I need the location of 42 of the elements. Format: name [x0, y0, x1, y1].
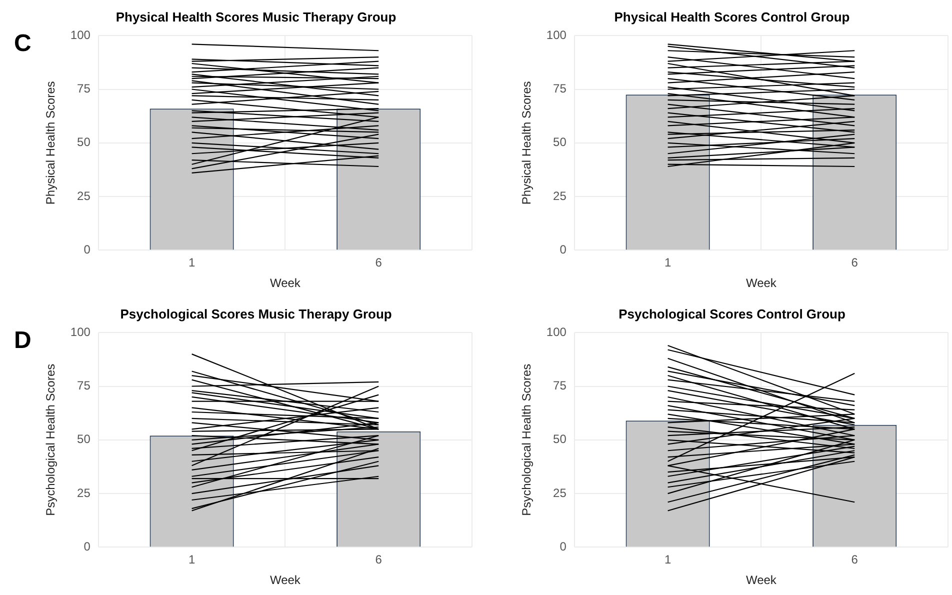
- y-tick-label: 0: [560, 242, 567, 257]
- y-tick-label: 100: [546, 28, 567, 42]
- text: C: [14, 30, 32, 58]
- x-tick-label: 1: [664, 552, 672, 567]
- y-tick-label: 50: [77, 135, 91, 150]
- x-axis-title: Week: [270, 573, 302, 588]
- y-tick-label: 50: [553, 432, 567, 446]
- y-axis-title: Physical Health Scores: [44, 81, 58, 205]
- x-tick-label: 6: [851, 552, 858, 567]
- x-axis-title: Week: [746, 573, 778, 588]
- x-axis-title: Week: [270, 276, 302, 290]
- y-tick-label: 25: [553, 188, 567, 203]
- y-axis-title: Psychological Health Scores: [520, 364, 534, 516]
- y-tick-label: 25: [77, 188, 91, 203]
- y-tick-label: 100: [70, 324, 91, 339]
- y-tick-label: 0: [84, 242, 91, 257]
- y-tick-label: 75: [77, 82, 91, 96]
- y-tick-label: 25: [553, 486, 567, 500]
- y-tick-label: 75: [77, 378, 91, 393]
- y-tick-label: 50: [553, 135, 567, 150]
- chart-title: Physical Health Scores Music Therapy Group: [116, 9, 396, 24]
- x-tick-label: 1: [188, 552, 196, 567]
- y-tick-label: 50: [77, 432, 91, 446]
- y-tick-label: 100: [546, 324, 567, 339]
- x-tick-label: 6: [375, 256, 382, 270]
- y-tick-label: 75: [553, 378, 567, 393]
- x-tick-label: 6: [375, 552, 382, 567]
- y-axis-title: Psychological Health Scores: [44, 364, 58, 516]
- y-tick-label: 100: [70, 28, 91, 42]
- chart-title: Psychological Scores Control Group: [618, 306, 846, 322]
- chart-title: Psychological Scores Music Therapy Group: [120, 306, 392, 322]
- y-tick-label: 25: [77, 486, 91, 500]
- y-tick-label: 75: [553, 82, 567, 96]
- chart-title: Physical Health Scores Control Group: [614, 9, 850, 24]
- y-axis-title: Physical Health Scores: [520, 81, 534, 205]
- y-tick-label: 0: [560, 540, 567, 554]
- x-tick-label: 6: [851, 256, 858, 270]
- y-tick-label: 0: [84, 540, 91, 554]
- x-tick-label: 1: [188, 256, 196, 270]
- x-tick-label: 1: [664, 256, 672, 270]
- text: D: [14, 327, 32, 355]
- x-axis-title: Week: [746, 276, 778, 290]
